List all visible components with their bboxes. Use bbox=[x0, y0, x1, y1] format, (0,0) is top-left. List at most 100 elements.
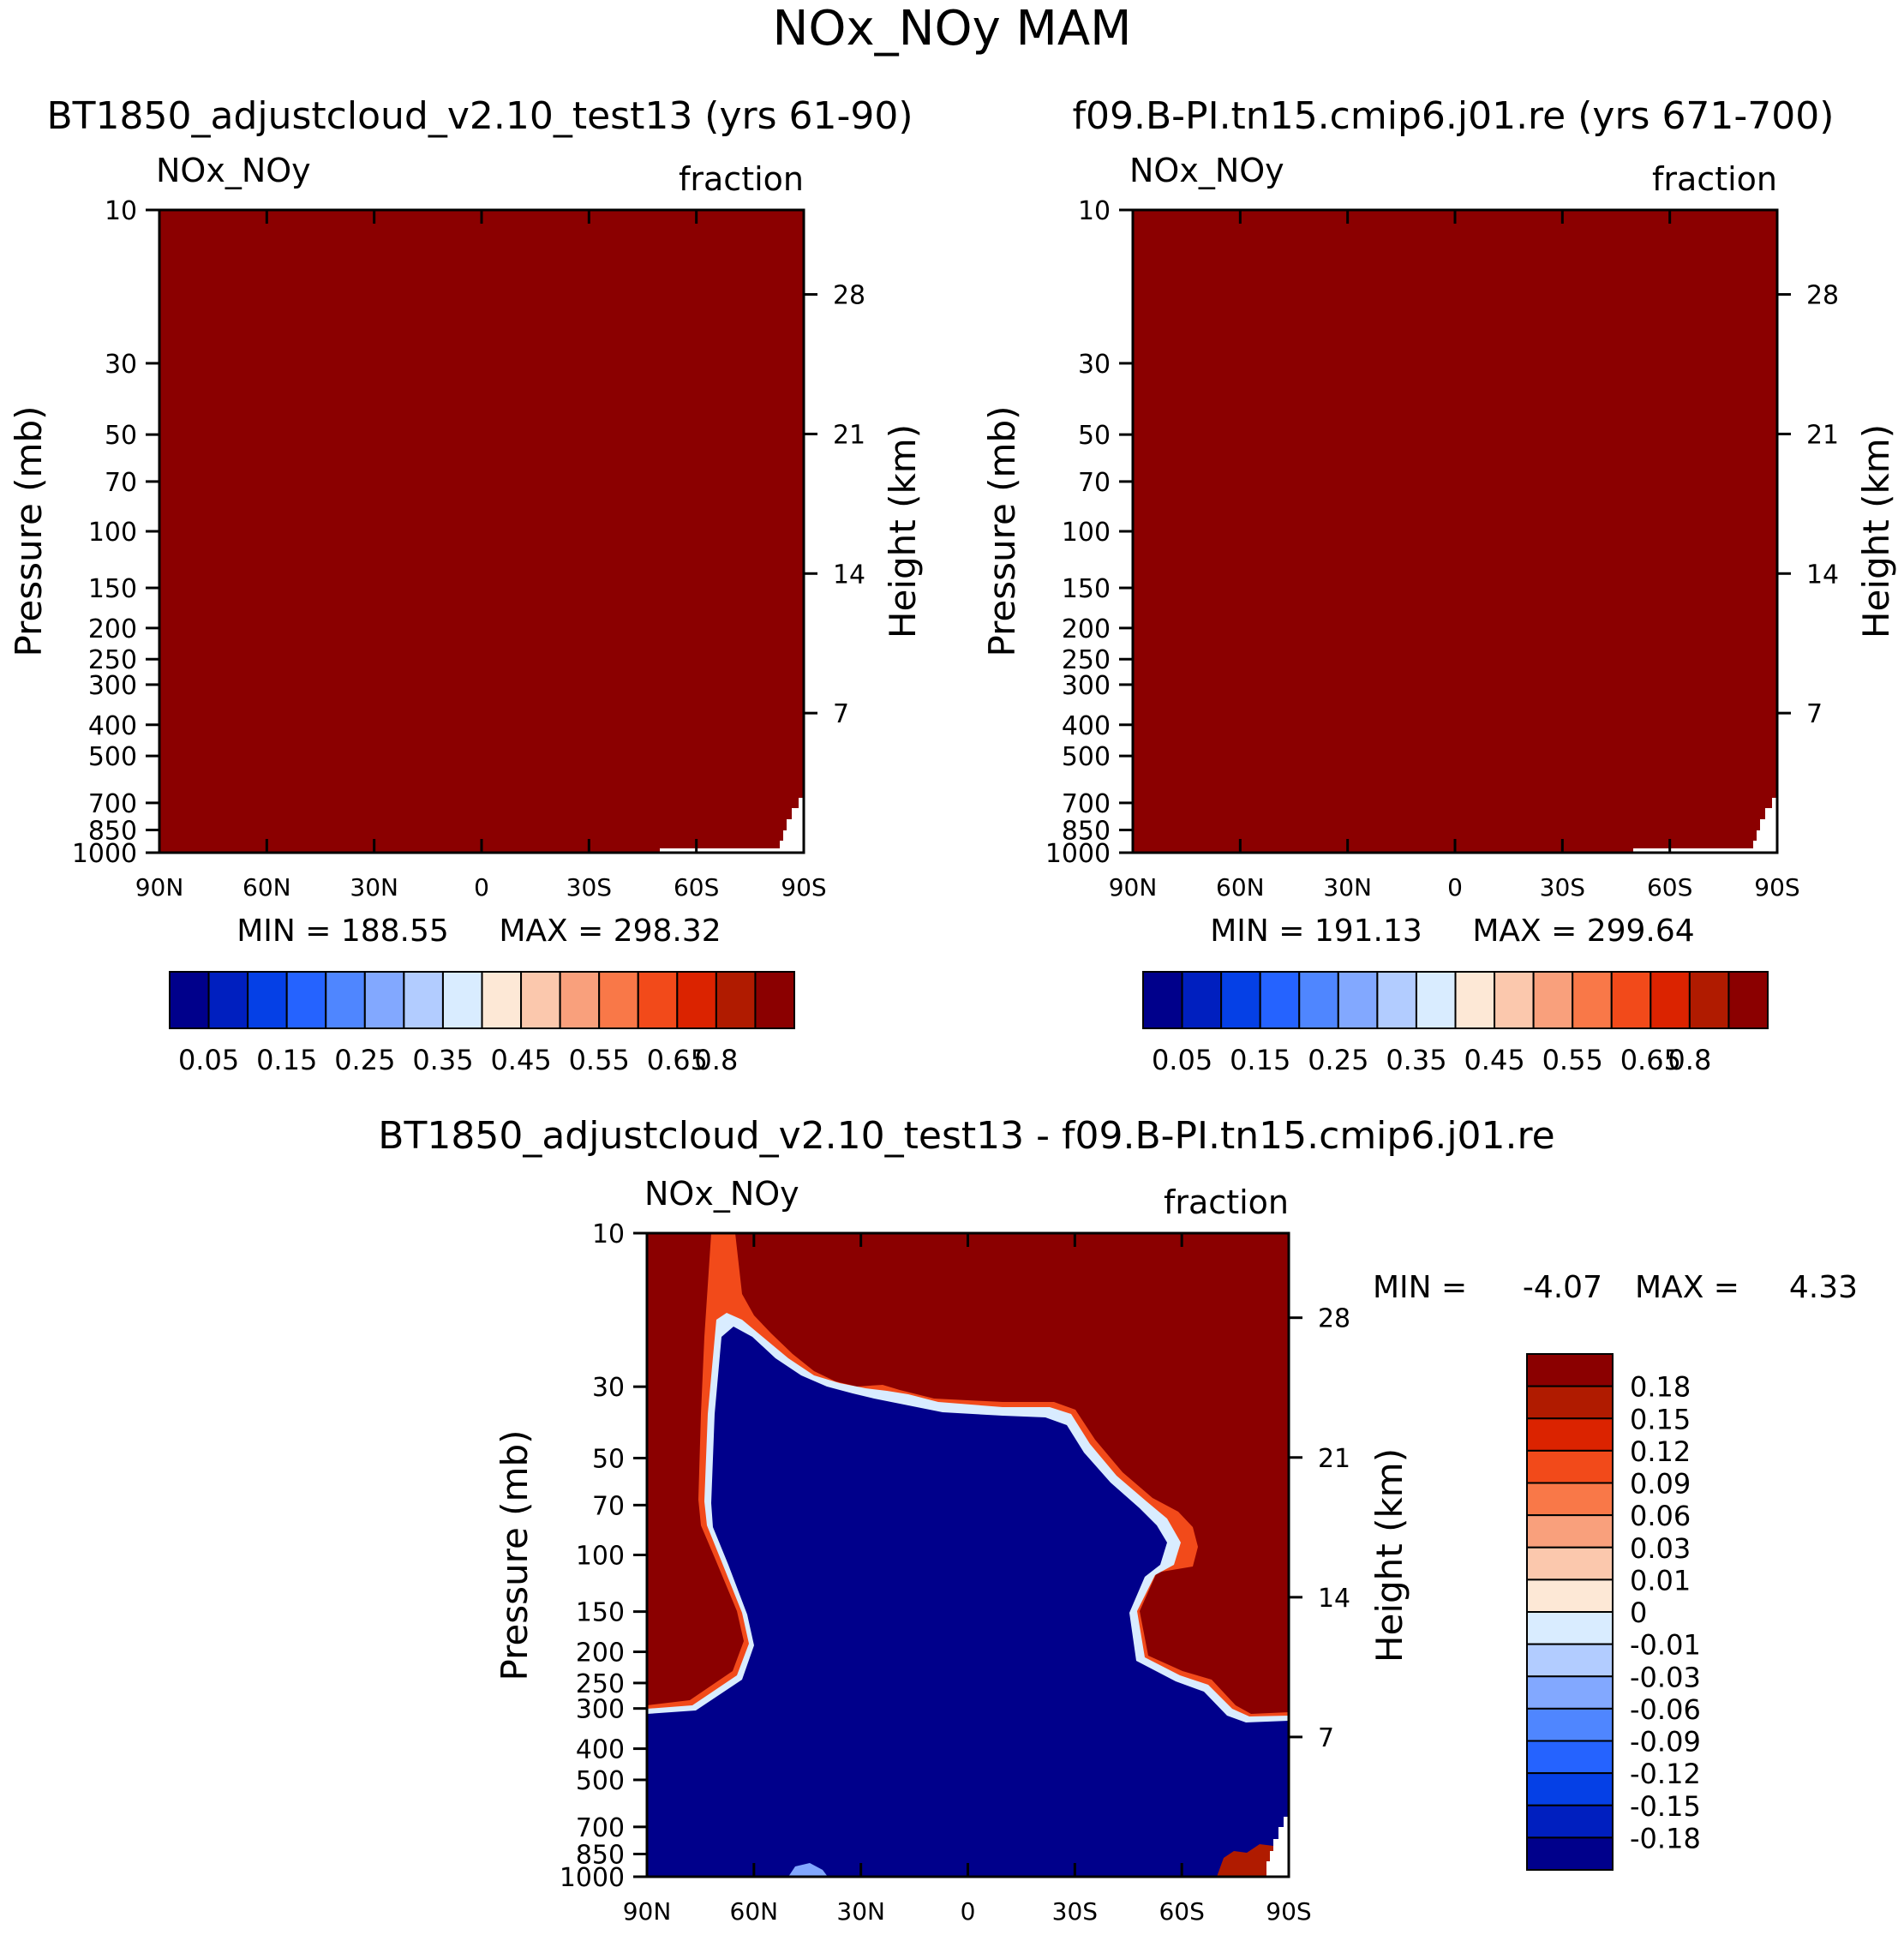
panel-diff-min-value: -4.07 bbox=[1523, 1270, 1602, 1305]
x-tick-label: 60S bbox=[1159, 1897, 1204, 1926]
panel-diff-negative-field bbox=[647, 1327, 1289, 1877]
panel-left-colorbar: 0.05 0.15 0.25 0.35 0.45 0.55 0.650.8 bbox=[169, 971, 795, 1076]
colorbar-swatch bbox=[1337, 971, 1379, 1029]
colorbar-swatch bbox=[481, 971, 523, 1029]
y-tick-label: 100 bbox=[1062, 518, 1111, 548]
colorbar-swatch bbox=[1494, 971, 1535, 1029]
colorbar-swatch bbox=[1532, 971, 1574, 1029]
panel-right-ylabel: Pressure (mb) bbox=[981, 405, 1023, 656]
y-tick-label: 30 bbox=[105, 350, 137, 380]
panel-right-ylabel-right: Height (km) bbox=[1855, 424, 1897, 638]
colorbar-swatch bbox=[1526, 1643, 1614, 1678]
y-tick-label: 1000 bbox=[560, 1863, 625, 1893]
colorbar-swatch bbox=[1526, 1546, 1614, 1581]
y-tick-label: 400 bbox=[576, 1735, 625, 1765]
x-tick-label: 30N bbox=[1323, 873, 1372, 902]
height-tick-label: 28 bbox=[1806, 281, 1839, 311]
colorbar-swatch bbox=[169, 971, 210, 1029]
y-tick-label: 500 bbox=[88, 742, 137, 772]
panel-diff-colorbar: 0.180.150.120.090.060.030.010-0.01-0.03-… bbox=[1526, 1353, 1701, 1871]
y-tick-label: 30 bbox=[1078, 350, 1111, 380]
height-tick-label: 7 bbox=[1806, 699, 1823, 729]
y-tick-label: 250 bbox=[1062, 645, 1111, 675]
colorbar-label: 0.65 bbox=[647, 1044, 708, 1076]
y-tick-label: 150 bbox=[1062, 574, 1111, 604]
height-tick-label: 21 bbox=[833, 420, 865, 450]
panel-diff-max-label: MAX = bbox=[1635, 1270, 1739, 1305]
panel-right-axes: 90N 60N 30N 0 30S 60S 90S 10 30 50 70 100 150 2002503… bbox=[1045, 196, 1839, 902]
colorbar-label: 0.45 bbox=[490, 1044, 551, 1076]
colorbar-swatch bbox=[1526, 1449, 1614, 1484]
colorbar-label: 0.8 bbox=[1667, 1044, 1711, 1076]
colorbar-label: 0.06 bbox=[1630, 1500, 1691, 1532]
x-tick-label: 60N bbox=[730, 1897, 779, 1926]
x-tick-label: 60S bbox=[674, 873, 719, 902]
colorbar-label: 0.55 bbox=[569, 1044, 630, 1076]
colorbar-swatch bbox=[1526, 1385, 1614, 1420]
y-tick-label: 250 bbox=[88, 645, 137, 675]
y-tick-label: 500 bbox=[1062, 742, 1111, 772]
panel-right: f09.B-PI.tn15.cmip6.j01.re (yrs 671-700)… bbox=[981, 94, 1897, 1076]
colorbar-swatch bbox=[1376, 971, 1417, 1029]
x-tick-label: 90N bbox=[135, 873, 184, 902]
panel-diff-units-label: fraction bbox=[1164, 1183, 1289, 1221]
colorbar-label: 0.25 bbox=[1308, 1044, 1368, 1076]
panel-left-field bbox=[159, 210, 804, 853]
y-tick-label: 400 bbox=[1062, 711, 1111, 741]
y-tick-label: 850 bbox=[88, 817, 137, 847]
y-tick-label: 50 bbox=[105, 421, 137, 451]
colorbar-swatch bbox=[1526, 1482, 1614, 1517]
y-tick-label: 50 bbox=[592, 1444, 625, 1474]
colorbar-label: -0.18 bbox=[1630, 1822, 1701, 1854]
colorbar-swatch bbox=[1526, 1353, 1614, 1387]
colorbar-swatch bbox=[1259, 971, 1301, 1029]
x-tick-label: 90S bbox=[1754, 873, 1799, 902]
colorbar-swatch bbox=[363, 971, 405, 1029]
panel-diff-plot-area bbox=[647, 1233, 1289, 1877]
colorbar-swatch bbox=[1526, 1772, 1614, 1806]
colorbar-label: -0.12 bbox=[1630, 1758, 1701, 1790]
panel-right-title: f09.B-PI.tn15.cmip6.j01.re (yrs 671-700) bbox=[1073, 94, 1835, 138]
colorbar-swatch bbox=[1727, 971, 1769, 1029]
x-tick-label: 60N bbox=[242, 873, 291, 902]
colorbar-label: -0.15 bbox=[1630, 1790, 1701, 1823]
panel-left-ylabel: Pressure (mb) bbox=[8, 405, 50, 656]
colorbar-label: 0.15 bbox=[256, 1044, 317, 1076]
colorbar-swatch bbox=[325, 971, 366, 1029]
x-tick-label: 60N bbox=[1216, 873, 1265, 902]
x-tick-label: 0 bbox=[961, 1897, 976, 1926]
x-tick-label: 90S bbox=[1266, 1897, 1311, 1926]
panel-left-min-label: MIN = 188.55 bbox=[237, 914, 449, 949]
colorbar-label: -0.03 bbox=[1630, 1661, 1701, 1693]
y-tick-label: 700 bbox=[576, 1813, 625, 1843]
page-title: NOx_NOy MAM bbox=[773, 1, 1132, 57]
colorbar-label: 0.18 bbox=[1630, 1371, 1691, 1404]
panel-diff-min-label: MIN = bbox=[1373, 1270, 1467, 1305]
y-tick-label: 500 bbox=[576, 1766, 625, 1796]
y-tick-label: 100 bbox=[576, 1542, 625, 1572]
y-tick-label: 400 bbox=[88, 711, 137, 741]
panel-diff-ylabel: Pressure (mb) bbox=[494, 1429, 536, 1680]
colorbar-swatch bbox=[520, 971, 561, 1029]
colorbar-swatch bbox=[1454, 971, 1496, 1029]
height-tick-label: 7 bbox=[833, 699, 849, 729]
colorbar-swatch bbox=[441, 971, 483, 1029]
y-tick-label: 70 bbox=[105, 468, 137, 498]
height-tick-label: 14 bbox=[1806, 560, 1839, 590]
colorbar-swatch bbox=[1298, 971, 1339, 1029]
y-tick-label: 50 bbox=[1078, 421, 1111, 451]
colorbar-label: 0.65 bbox=[1620, 1044, 1681, 1076]
height-tick-label: 14 bbox=[1318, 1584, 1350, 1614]
y-tick-label: 700 bbox=[1062, 789, 1111, 819]
colorbar-label: 0.25 bbox=[334, 1044, 395, 1076]
y-tick-label: 30 bbox=[592, 1373, 625, 1403]
colorbar-swatch bbox=[1526, 1514, 1614, 1549]
colorbar-label: 0.45 bbox=[1464, 1044, 1524, 1076]
x-tick-label: 60S bbox=[1647, 873, 1692, 902]
colorbar-label: 0.12 bbox=[1630, 1435, 1691, 1468]
y-tick-label: 300 bbox=[576, 1695, 625, 1725]
y-tick-label: 250 bbox=[576, 1669, 625, 1699]
colorbar-label: 0.15 bbox=[1630, 1403, 1691, 1435]
x-tick-label: 30S bbox=[566, 873, 612, 902]
panel-left-plot-area bbox=[158, 208, 805, 854]
